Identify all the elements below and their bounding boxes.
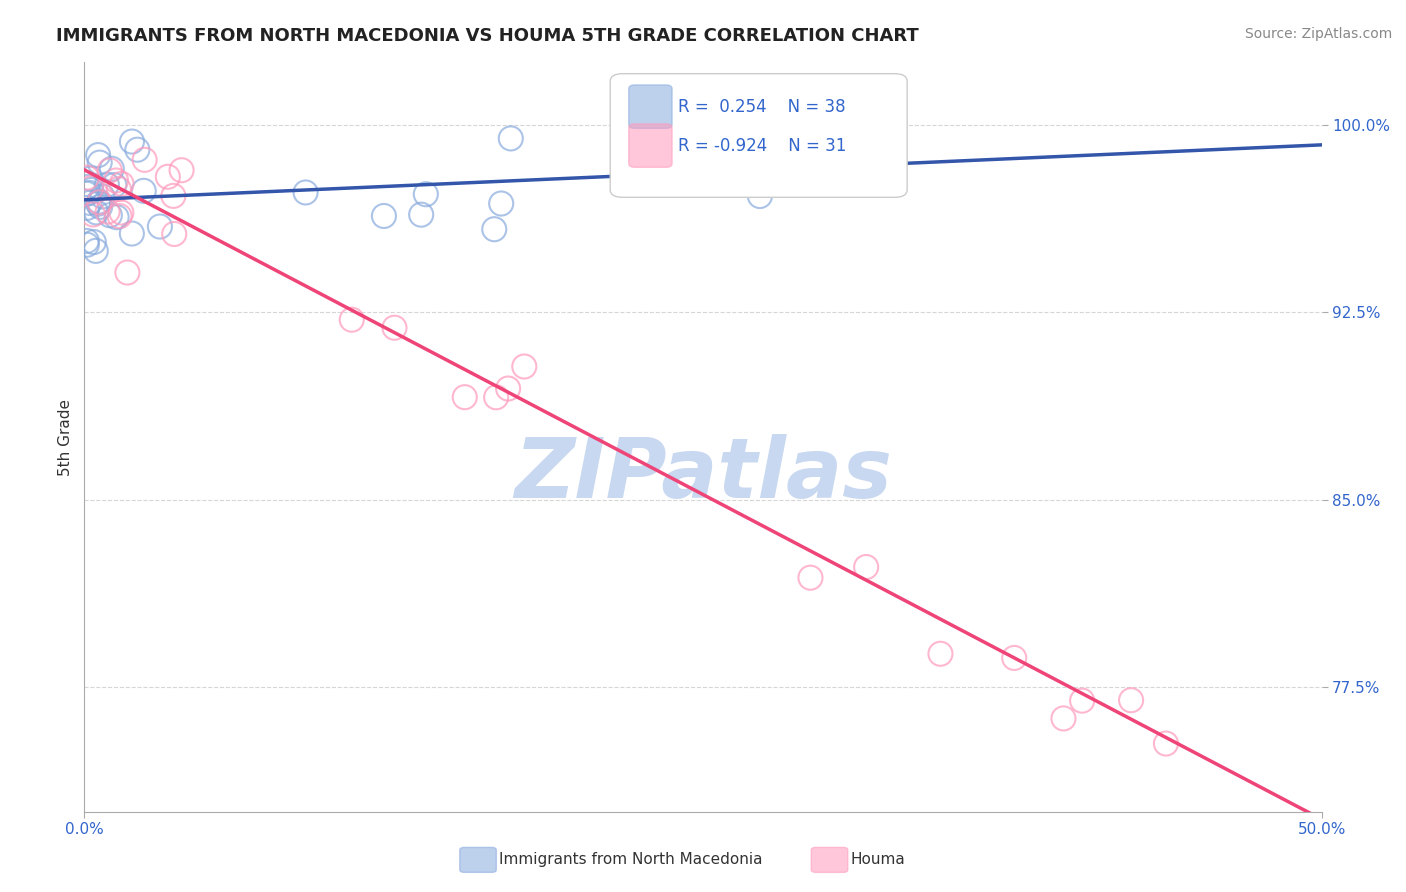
Point xyxy=(127,143,149,157)
Point xyxy=(1071,693,1094,707)
Point xyxy=(117,266,139,280)
Point xyxy=(83,235,105,249)
Point xyxy=(96,178,118,192)
Point xyxy=(699,172,721,186)
Point xyxy=(121,227,143,241)
Point xyxy=(97,204,120,219)
Point xyxy=(149,219,172,234)
Point xyxy=(132,184,155,198)
Point xyxy=(76,234,98,248)
Point xyxy=(77,186,100,200)
Point xyxy=(156,169,179,184)
Point xyxy=(340,312,363,326)
Point xyxy=(513,359,536,374)
Point xyxy=(84,205,107,219)
Point xyxy=(91,189,114,203)
Point xyxy=(76,170,98,185)
Point xyxy=(76,180,98,194)
Point xyxy=(454,390,477,404)
Point xyxy=(163,227,186,241)
Point xyxy=(489,196,512,211)
Point xyxy=(485,390,508,404)
Point xyxy=(79,171,101,186)
Point xyxy=(108,209,131,223)
Point xyxy=(82,207,104,221)
Point xyxy=(105,210,128,224)
Point xyxy=(415,187,437,202)
Point xyxy=(1052,711,1074,725)
Text: R = -0.924    N = 31: R = -0.924 N = 31 xyxy=(678,136,846,154)
Point xyxy=(162,189,184,203)
Text: Houma: Houma xyxy=(851,853,905,867)
Point xyxy=(87,196,110,211)
FancyBboxPatch shape xyxy=(628,85,672,128)
FancyBboxPatch shape xyxy=(610,74,907,197)
Point xyxy=(89,200,111,214)
Point xyxy=(1154,737,1177,751)
Point xyxy=(484,222,506,236)
Point xyxy=(110,177,132,191)
Point xyxy=(80,181,103,195)
Point xyxy=(110,205,132,219)
Point xyxy=(87,194,110,209)
Point xyxy=(79,195,101,210)
Point xyxy=(84,244,107,258)
Point xyxy=(80,183,103,197)
Text: IMMIGRANTS FROM NORTH MACEDONIA VS HOUMA 5TH GRADE CORRELATION CHART: IMMIGRANTS FROM NORTH MACEDONIA VS HOUMA… xyxy=(56,27,920,45)
Point xyxy=(98,163,121,178)
Text: Immigrants from North Macedonia: Immigrants from North Macedonia xyxy=(499,853,762,867)
Point xyxy=(170,163,193,178)
Point xyxy=(799,571,821,585)
Point xyxy=(496,382,519,396)
Point xyxy=(76,201,98,215)
Y-axis label: 5th Grade: 5th Grade xyxy=(58,399,73,475)
Point xyxy=(134,153,156,167)
Point xyxy=(384,320,406,334)
Point xyxy=(121,135,143,149)
Point xyxy=(76,237,98,252)
Point xyxy=(1002,651,1025,665)
Text: ZIPatlas: ZIPatlas xyxy=(515,434,891,515)
Point xyxy=(499,131,522,145)
Point xyxy=(929,647,952,661)
Point xyxy=(855,560,877,574)
Point xyxy=(87,148,110,162)
Point xyxy=(101,161,124,176)
Point xyxy=(294,186,316,200)
Text: Source: ZipAtlas.com: Source: ZipAtlas.com xyxy=(1244,27,1392,41)
Point xyxy=(103,178,125,193)
Point xyxy=(98,208,121,222)
Point xyxy=(411,208,433,222)
Point xyxy=(627,178,650,192)
Point xyxy=(89,155,111,169)
Point xyxy=(76,186,98,201)
Point xyxy=(105,173,128,187)
Point xyxy=(373,209,395,223)
Point xyxy=(108,182,131,196)
Point xyxy=(748,189,770,203)
Point xyxy=(1119,693,1142,707)
Point xyxy=(89,195,111,210)
FancyBboxPatch shape xyxy=(628,124,672,168)
Text: R =  0.254    N = 38: R = 0.254 N = 38 xyxy=(678,97,846,116)
